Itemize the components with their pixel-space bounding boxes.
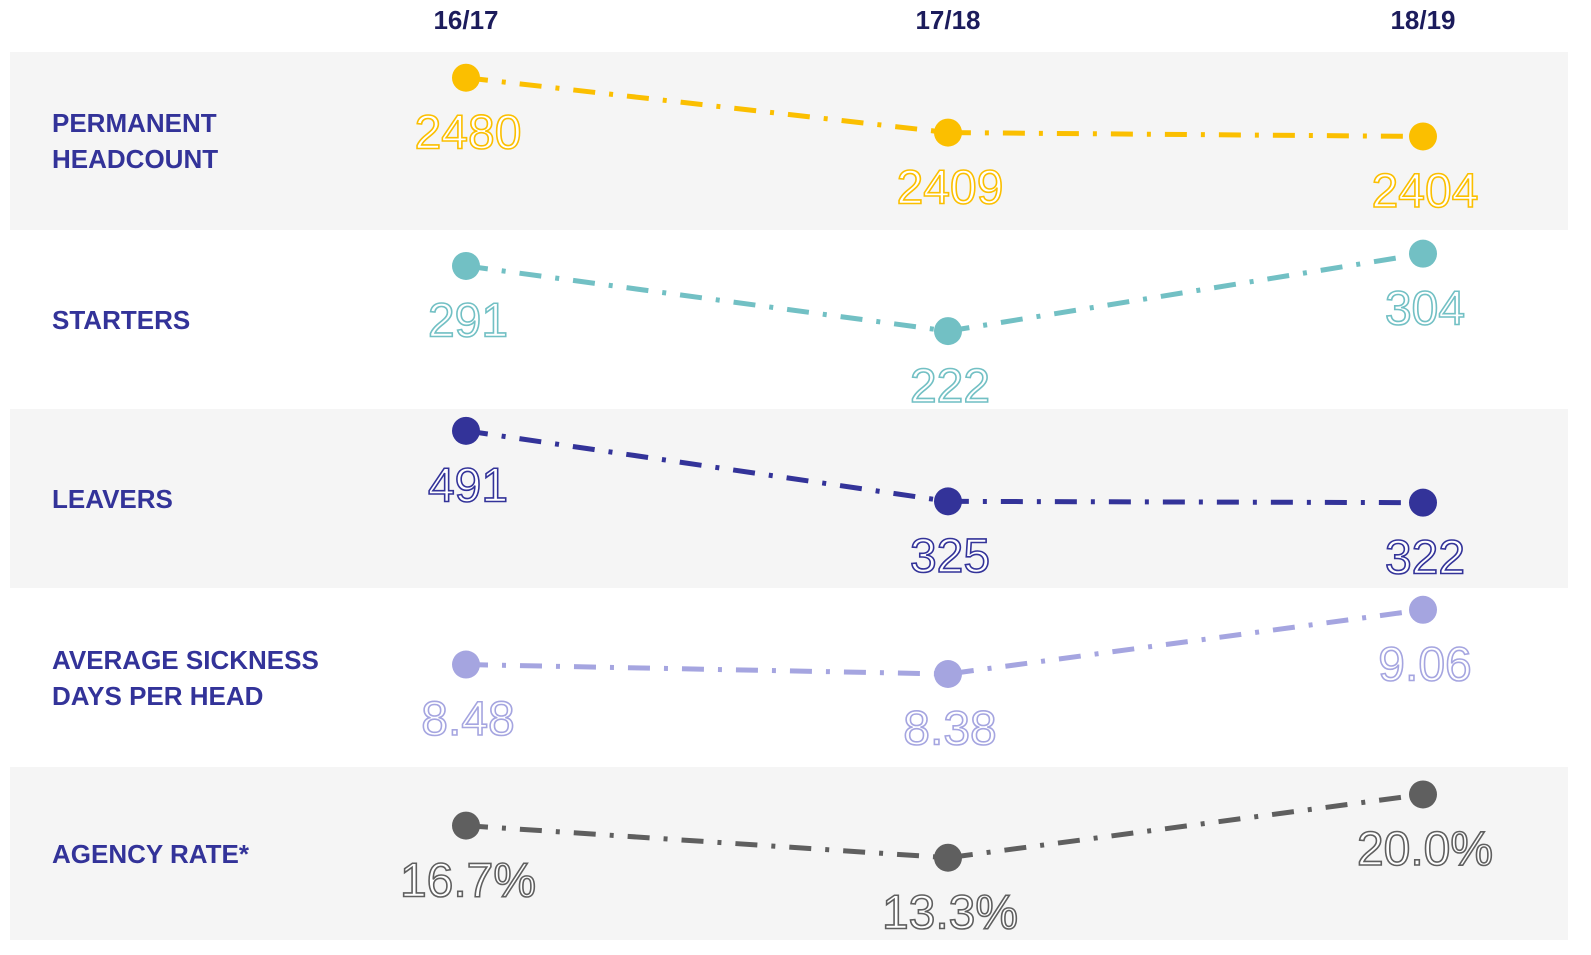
- data-label: 8.38: [903, 703, 996, 756]
- data-label: 13.3%: [882, 886, 1018, 939]
- row-label: LEAVERS: [52, 483, 173, 514]
- data-point: [934, 660, 962, 688]
- row-label: STARTERS: [52, 304, 191, 335]
- data-point: [452, 811, 480, 840]
- data-label: 304: [1385, 282, 1465, 335]
- row-band: [10, 52, 1568, 230]
- column-header: 18/19: [1390, 5, 1455, 35]
- row-band: [10, 767, 1568, 940]
- data-point: [452, 63, 480, 92]
- data-point: [934, 317, 962, 346]
- column-header: 16/17: [433, 5, 498, 35]
- row-band: [10, 409, 1568, 588]
- row-label: PERMANENT HEADCOUNT: [52, 108, 219, 174]
- data-label: 20.0%: [1357, 823, 1493, 876]
- data-label: 2409: [897, 161, 1004, 214]
- data-point: [934, 487, 962, 516]
- data-label: 2404: [1372, 165, 1479, 218]
- data-point: [1409, 595, 1437, 624]
- data-point: [1409, 122, 1437, 151]
- data-label: 491: [428, 459, 508, 512]
- data-point: [934, 118, 962, 147]
- data-point: [1409, 780, 1437, 809]
- data-point: [934, 843, 962, 872]
- data-label: 9.06: [1378, 638, 1471, 691]
- data-label: 8.48: [421, 693, 514, 746]
- data-label: 16.7%: [400, 854, 536, 907]
- data-point: [452, 416, 480, 445]
- data-point: [1409, 239, 1437, 268]
- data-label: 325: [910, 530, 990, 583]
- data-label: 291: [428, 295, 508, 348]
- column-header: 17/18: [915, 5, 980, 35]
- data-label: 322: [1385, 531, 1465, 584]
- data-label: 222: [910, 360, 990, 413]
- data-point: [452, 251, 480, 280]
- row-label: AVERAGE SICKNESS DAYS PER HEAD: [52, 644, 319, 711]
- data-point: [1409, 488, 1437, 517]
- data-label: 2480: [415, 106, 522, 159]
- row-label: AGENCY RATE*: [52, 838, 249, 869]
- data-point: [452, 650, 480, 679]
